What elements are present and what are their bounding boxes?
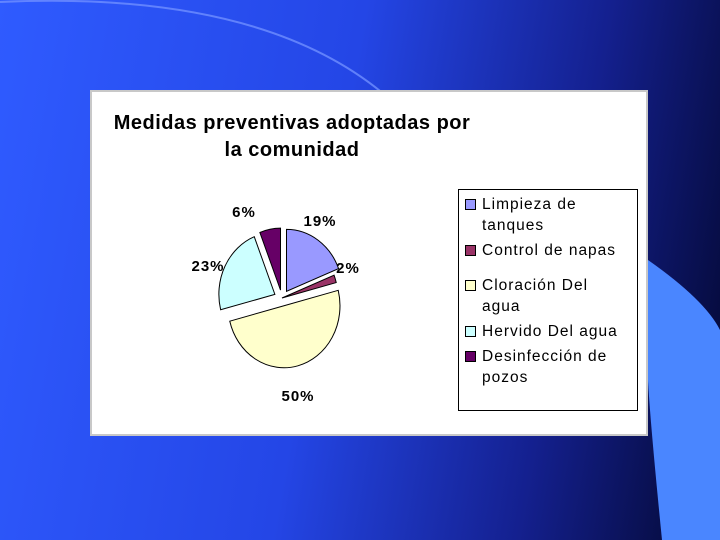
legend-item: Desinfección de pozos (465, 346, 631, 388)
legend-swatch (465, 351, 476, 362)
legend-item: Cloración Del agua (465, 275, 631, 317)
legend-item: Control de napas (465, 240, 631, 261)
pie-slice (229, 289, 341, 369)
pie-slice (281, 274, 337, 299)
decorative-arc (0, 0, 386, 96)
data-label: 6% (232, 204, 256, 221)
legend-swatch (465, 245, 476, 256)
data-label: 19% (303, 213, 336, 230)
legend-label: Cloración Del agua (482, 277, 589, 315)
chart-panel: Medidas preventivas adoptadas por la com… (90, 90, 648, 436)
legend-item: Limpieza de tanques (465, 194, 631, 236)
data-label: 50% (281, 388, 314, 405)
legend-swatch (465, 326, 476, 337)
legend-label: Limpieza de tanques (482, 196, 577, 234)
legend-label: Control de napas (482, 242, 617, 259)
chart-legend: Limpieza de tanques Control de napas Clora… (458, 189, 638, 411)
legend-swatch (465, 199, 476, 210)
data-label: 2% (336, 260, 360, 277)
data-label: 23% (191, 258, 224, 275)
decorative-wave (648, 260, 720, 540)
legend-item: Hervido Del agua (465, 321, 631, 342)
legend-swatch (465, 280, 476, 291)
pie-slice (259, 227, 282, 291)
pie-chart: 19% 2% 50% 23% 6% (191, 204, 360, 405)
chart-title: Medidas preventivas adoptadas por la com… (113, 112, 471, 161)
legend-label: Hervido Del agua (482, 323, 618, 340)
pie-slice (285, 228, 340, 293)
legend-label: Desinfección de pozos (482, 348, 608, 386)
pie-slice (218, 236, 276, 311)
